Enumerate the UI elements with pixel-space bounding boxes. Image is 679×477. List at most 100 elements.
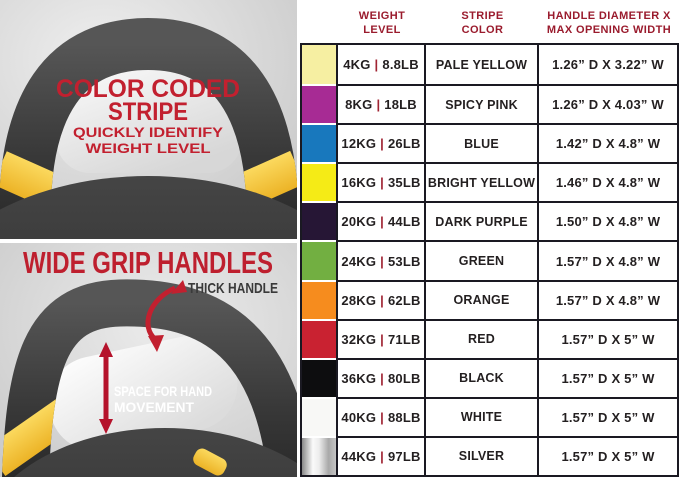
- color-coded-stripe-panel: COLOR CODED STRIPE QUICKLY IDENTIFY WEIG…: [0, 0, 297, 239]
- weight-lb: 26LB: [388, 136, 421, 152]
- weight-kg: 8KG: [345, 97, 373, 113]
- weight-kg: 12KG: [341, 136, 377, 152]
- weight-divider: |: [380, 448, 384, 464]
- stripe-table-rows: 4KG | 8.8LB PALE YELLOW 1.26” D X 3.22” W …: [300, 43, 679, 477]
- weight-level-cell: 28KG | 62LB: [336, 279, 424, 319]
- table-row: 32KG | 71LB RED 1.57” D X 5” W: [302, 318, 677, 358]
- weight-lb: 35LB: [388, 175, 421, 191]
- header-handle-dimensions-label: HANDLE DIAMETER X MAX OPENING WIDTH: [546, 10, 672, 36]
- weight-lb: 53LB: [388, 253, 421, 269]
- stripe-color-name: RED: [424, 318, 537, 358]
- kettlebell-handle: [0, 17, 297, 239]
- weight-divider: |: [380, 214, 384, 230]
- panel-title: WIDE GRIP HANDLES: [23, 245, 273, 280]
- stripe-color-name: BLUE: [424, 123, 537, 163]
- stripe-color-swatch: [302, 45, 336, 85]
- stripe-color-swatch: [302, 396, 336, 436]
- stripe-color-name: PALE YELLOW: [424, 45, 537, 85]
- stripe-color-name: BLACK: [424, 357, 537, 397]
- weight-kg: 32KG: [341, 331, 377, 347]
- stripe-color-swatch: [302, 123, 336, 163]
- weight-kg: 40KG: [341, 409, 377, 425]
- weight-kg: 28KG: [341, 292, 377, 308]
- stripe-color-name: WHITE: [424, 396, 537, 436]
- panel-title-line2: STRIPE: [108, 98, 188, 126]
- handle-dimensions: 1.42” D X 4.8” W: [537, 123, 677, 163]
- handle-dimensions: 1.57” D X 5” W: [537, 396, 677, 436]
- weight-level-cell: 32KG | 71LB: [336, 318, 424, 358]
- handle-dimensions: 1.57” D X 5” W: [537, 435, 677, 476]
- weight-level-cell: 24KG | 53LB: [336, 240, 424, 280]
- table-header-row: WEIGHT LEVEL STRIPE COLOR HANDLE DIAMETE…: [300, 0, 679, 43]
- header-spacer: [300, 20, 338, 24]
- thick-handle-label: THICK HANDLE: [188, 280, 278, 297]
- table-row: 40KG | 88LB WHITE 1.57” D X 5” W: [302, 396, 677, 436]
- handle-dimensions: 1.46” D X 4.8” W: [537, 162, 677, 202]
- wide-grip-handles-panel: WIDE GRIP HANDLES THICK HANDLE SPACE FOR…: [0, 243, 297, 477]
- photo-panels: COLOR CODED STRIPE QUICKLY IDENTIFY WEIG…: [0, 0, 297, 477]
- weight-kg: 44KG: [341, 448, 377, 464]
- weight-level-cell: 44KG | 97LB: [336, 435, 424, 476]
- weight-kg: 24KG: [341, 253, 377, 269]
- table-row: 12KG | 26LB BLUE 1.42” D X 4.8” W: [302, 123, 677, 163]
- stripe-color-swatch: [302, 162, 336, 202]
- weight-lb: 88LB: [388, 409, 421, 425]
- stripe-color-swatch: [302, 84, 336, 124]
- table-row: 8KG | 18LB SPICY PINK 1.26” D X 4.03” W: [302, 84, 677, 124]
- stripe-color-name: BRIGHT YELLOW: [424, 162, 537, 202]
- weight-kg: 4KG: [343, 57, 371, 73]
- weight-kg: 36KG: [341, 370, 377, 386]
- handle-dimensions: 1.57” D X 5” W: [537, 318, 677, 358]
- weight-level-cell: 12KG | 26LB: [336, 123, 424, 163]
- weight-lb: 8.8LB: [382, 57, 419, 73]
- stripe-color-swatch: [302, 279, 336, 319]
- weight-level-cell: 4KG | 8.8LB: [336, 45, 424, 85]
- stripe-color-swatch: [302, 201, 336, 241]
- weight-divider: |: [380, 175, 384, 191]
- table-row: 20KG | 44LB DARK PURPLE 1.50” D X 4.8” W: [302, 201, 677, 241]
- handle-opening: [56, 60, 242, 173]
- weight-kg: 20KG: [341, 214, 377, 230]
- weight-level-cell: 16KG | 35LB: [336, 162, 424, 202]
- header-weight-level: WEIGHT LEVEL: [338, 6, 426, 36]
- header-stripe-color: STRIPE COLOR: [426, 6, 539, 36]
- weight-divider: |: [374, 57, 379, 73]
- panel-subtitle-line2: WEIGHT LEVEL: [86, 140, 212, 156]
- stripe-color-swatch: [302, 435, 336, 476]
- weight-lb: 44LB: [388, 214, 421, 230]
- weight-lb: 80LB: [388, 370, 421, 386]
- header-handle-dimensions: HANDLE DIAMETER X MAX OPENING WIDTH: [539, 6, 679, 36]
- table-row: 28KG | 62LB ORANGE 1.57” D X 4.8” W: [302, 279, 677, 319]
- handle-dimensions: 1.57” D X 5” W: [537, 357, 677, 397]
- table-row: 24KG | 53LB GREEN 1.57” D X 4.8” W: [302, 240, 677, 280]
- stripe-color-name: SPICY PINK: [424, 84, 537, 124]
- panel-title-line1: COLOR CODED: [56, 75, 240, 103]
- vertical-double-arrow-icon: [99, 342, 113, 434]
- kettlebell-handle: [2, 279, 297, 477]
- table-row: 16KG | 35LB BRIGHT YELLOW 1.46” D X 4.8” W: [302, 162, 677, 202]
- space-label-line1: SPACE FOR HAND: [114, 383, 212, 399]
- handle-dimensions: 1.57” D X 4.8” W: [537, 279, 677, 319]
- weight-divider: |: [380, 331, 384, 347]
- kettlebell-body: [0, 176, 297, 239]
- weight-level-cell: 40KG | 88LB: [336, 396, 424, 436]
- space-label-line2: MOVEMENT: [114, 399, 194, 415]
- stripe-table-section: WEIGHT LEVEL STRIPE COLOR HANDLE DIAMETE…: [300, 0, 679, 477]
- table-row: 36KG | 80LB BLACK 1.57” D X 5” W: [302, 357, 677, 397]
- weight-divider: |: [380, 409, 384, 425]
- weight-level-cell: 20KG | 44LB: [336, 201, 424, 241]
- weight-lb: 18LB: [384, 97, 417, 113]
- stripe-color-swatch: [302, 357, 336, 397]
- weight-divider: |: [376, 97, 381, 113]
- weight-divider: |: [380, 292, 384, 308]
- header-weight-level-label: WEIGHT LEVEL: [358, 10, 406, 36]
- curved-arrow-icon: [145, 280, 187, 352]
- weight-level-cell: 36KG | 80LB: [336, 357, 424, 397]
- weight-lb: 97LB: [388, 448, 421, 464]
- stripe-color-name: GREEN: [424, 240, 537, 280]
- yellow-stripe-left: [0, 397, 78, 477]
- stripe-color-name: ORANGE: [424, 279, 537, 319]
- stripe-color-name: SILVER: [424, 435, 537, 476]
- panel-subtitle-line1: QUICKLY IDENTIFY: [73, 124, 224, 140]
